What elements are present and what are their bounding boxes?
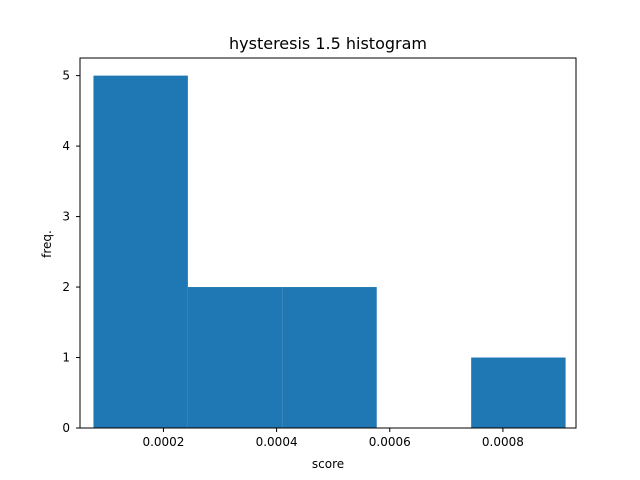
- y-tick-label: 4: [62, 139, 70, 153]
- x-axis-label: score: [312, 457, 344, 471]
- y-tick-label: 1: [62, 351, 70, 365]
- x-tick-label: 0.0004: [256, 435, 298, 449]
- y-axis-label: freq.: [40, 230, 54, 258]
- x-tick-label: 0.0006: [369, 435, 411, 449]
- y-axis-ticks: 0 1 2 3 4 5: [62, 69, 80, 435]
- histogram-bar-2: [187, 287, 283, 428]
- chart-title: hysteresis 1.5 histogram: [229, 34, 427, 53]
- x-axis-ticks: 0.0002 0.0004 0.0006 0.0008: [142, 428, 524, 449]
- x-tick-label: 0.0002: [142, 435, 184, 449]
- histogram-bar-1: [93, 75, 188, 428]
- histogram-bar-3: [282, 287, 377, 428]
- axes-spines: [79, 57, 577, 429]
- y-tick-label: 2: [62, 280, 70, 294]
- axes-frame: [79, 57, 577, 429]
- x-tick-label: 0.0008: [482, 435, 524, 449]
- y-tick-label: 5: [62, 69, 70, 83]
- y-tick-label: 0: [62, 421, 70, 435]
- histogram-bar-5: [471, 357, 566, 428]
- bars-group: [93, 75, 566, 428]
- y-tick-label: 3: [62, 210, 70, 224]
